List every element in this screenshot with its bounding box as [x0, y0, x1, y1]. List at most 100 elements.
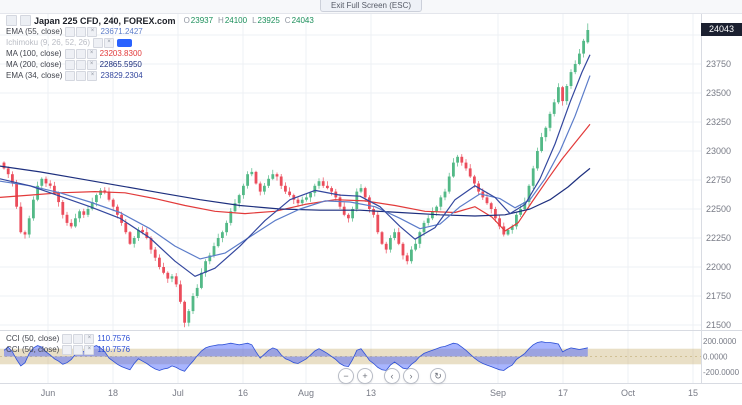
axis-tick-label: Oct — [621, 388, 636, 398]
candle-body — [229, 211, 233, 223]
candle-body — [384, 243, 388, 250]
indicator-value: 22865.5950 — [99, 60, 142, 69]
overlay-line — [0, 123, 591, 232]
symbol-menu-icon[interactable] — [6, 15, 17, 26]
indicator-settings-icon[interactable] — [93, 37, 104, 48]
candle-body — [305, 197, 308, 200]
axis-tick-label: 22250 — [706, 233, 731, 243]
indicator-eye-icon[interactable] — [75, 59, 86, 70]
candle-body — [380, 232, 384, 244]
candle-body — [90, 202, 94, 209]
scroll-right-button[interactable]: › — [403, 368, 419, 384]
candle-body — [405, 255, 409, 262]
chart-nav-controls: − + ‹ › ↻ — [338, 368, 446, 384]
candle-body — [557, 87, 560, 103]
indicator-eye-icon[interactable] — [73, 333, 84, 344]
price-axis[interactable] — [701, 13, 742, 383]
reset-view-button[interactable]: ↻ — [430, 368, 446, 384]
time-axis[interactable] — [0, 383, 701, 405]
indicator-value: 110.7576 — [97, 345, 131, 354]
indicator-eye-icon[interactable] — [75, 48, 86, 59]
exit-fullscreen-button[interactable]: Exit Full Screen (ESC) — [319, 0, 423, 12]
candle-body — [565, 86, 569, 102]
hidden-eye-badge[interactable] — [117, 38, 133, 47]
candle-body — [267, 178, 270, 186]
indicator-close-icon[interactable]: × — [84, 344, 95, 355]
zoom-in-button[interactable]: + — [357, 368, 373, 384]
candle-body — [187, 311, 191, 323]
indicator-settings-icon[interactable] — [65, 70, 76, 81]
indicator-settings-icon[interactable] — [64, 48, 75, 59]
candle-body — [351, 209, 354, 219]
candle-body — [204, 261, 207, 273]
indicator-label[interactable]: MA (100, close) — [6, 49, 62, 58]
candle-body — [569, 72, 573, 86]
indicator-label[interactable]: EMA (34, close) — [6, 71, 63, 80]
axis-tick-label: Aug — [298, 388, 314, 398]
indicator-close-icon[interactable]: × — [104, 37, 115, 48]
candle-body — [195, 287, 199, 296]
indicator-eye-icon[interactable] — [76, 26, 87, 37]
candle-body — [86, 209, 90, 215]
candle-body — [300, 199, 304, 204]
candle-body — [65, 214, 69, 223]
candle-body — [447, 176, 451, 192]
legend-cci: CCI (50, close) × 110.7576 CCI (50, clos… — [6, 333, 130, 355]
axis-tick-label: 13 — [366, 388, 376, 398]
candle-body — [258, 183, 262, 192]
scroll-left-button[interactable]: ‹ — [384, 368, 400, 384]
axis-tick-label: 21500 — [706, 320, 731, 330]
indicator-row-ichimoku: Ichimoku (9, 26, 52, 26) × — [6, 37, 314, 48]
candle-body — [473, 176, 476, 184]
candle-body — [11, 174, 14, 184]
axis-tick-label: 22500 — [706, 204, 731, 214]
candle-body — [515, 214, 518, 227]
candle-body — [53, 185, 56, 193]
cci-row-1: CCI (50, close) × 110.7576 — [6, 333, 130, 344]
candle-body — [510, 226, 514, 230]
indicator-settings-icon[interactable] — [62, 333, 73, 344]
candle-body — [153, 249, 157, 258]
candle-body — [393, 232, 396, 238]
symbol-flag-icon[interactable] — [20, 15, 31, 26]
candle-body — [141, 229, 144, 233]
candle-body — [359, 188, 363, 192]
candle-body — [74, 218, 77, 227]
indicator-settings-icon[interactable] — [65, 26, 76, 37]
indicator-label[interactable]: CCI (50, close) — [6, 334, 60, 343]
candle-body — [158, 257, 161, 267]
candle-body — [452, 162, 455, 177]
indicator-close-icon[interactable]: × — [87, 26, 98, 37]
candle-body — [36, 185, 39, 200]
indicator-eye-icon[interactable] — [73, 344, 84, 355]
candle-body — [78, 211, 81, 219]
candle-body — [544, 127, 548, 138]
indicator-close-icon[interactable]: × — [84, 333, 95, 344]
indicator-close-icon[interactable]: × — [87, 70, 98, 81]
indicator-close-icon[interactable]: × — [86, 48, 97, 59]
candle-body — [372, 209, 375, 215]
zoom-out-button[interactable]: − — [338, 368, 354, 384]
candle-body — [586, 30, 590, 43]
indicator-label[interactable]: EMA (55, close) — [6, 27, 63, 36]
candle-body — [288, 191, 291, 196]
candle-body — [271, 174, 275, 179]
indicator-eye-icon[interactable] — [76, 70, 87, 81]
indicator-settings-icon[interactable] — [62, 344, 73, 355]
indicator-row-ma100: MA (100, close) × 23203.8300 — [6, 48, 314, 59]
axis-tick-label: Jun — [41, 388, 56, 398]
candle-body — [313, 185, 317, 193]
candle-body — [389, 238, 392, 250]
candle-body — [99, 190, 102, 195]
indicator-label[interactable]: CCI (50, close) — [6, 345, 60, 354]
axis-tick-label: Jul — [172, 388, 184, 398]
indicator-label[interactable]: MA (200, close) — [6, 60, 62, 69]
indicator-settings-icon[interactable] — [64, 59, 75, 70]
indicator-value: 23829.2304 — [100, 71, 143, 80]
symbol-title[interactable]: Japan 225 CFD, 240, FOREX.com — [34, 15, 176, 26]
indicator-close-icon[interactable]: × — [86, 59, 97, 70]
candle-body — [23, 232, 27, 235]
indicator-label[interactable]: Ichimoku (9, 26, 52, 26) — [6, 38, 91, 47]
candle-body — [137, 229, 140, 238]
